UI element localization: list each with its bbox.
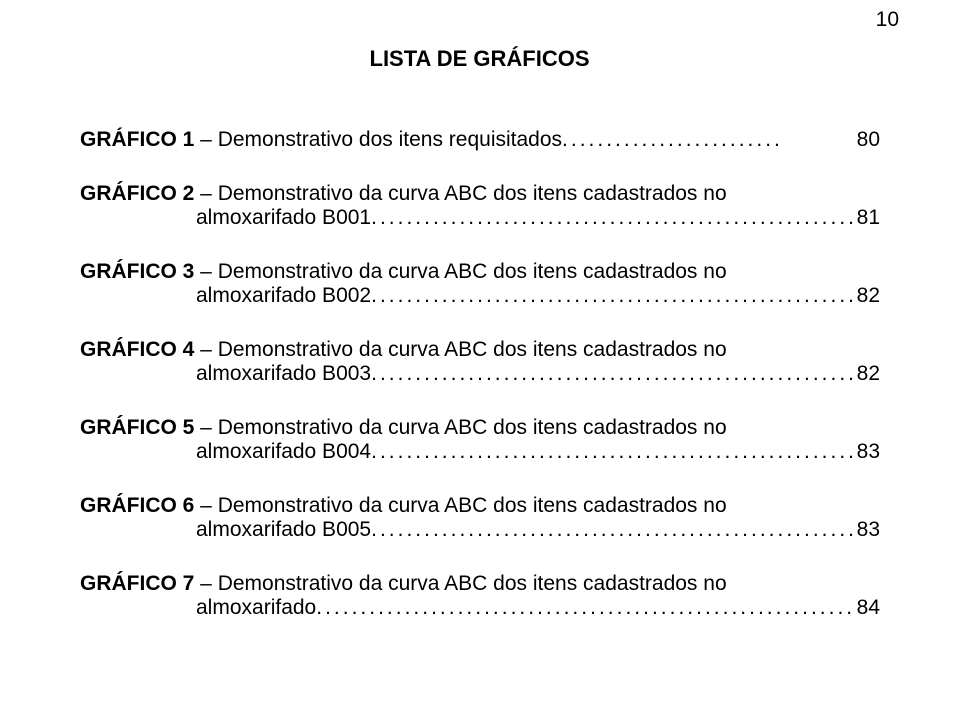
toc-leader-dots: ........................................… — [371, 206, 855, 230]
toc-entry-label: GRÁFICO 2 — [80, 182, 194, 205]
toc-entry-line2: almoxarifado B005.......................… — [80, 518, 880, 542]
toc-entry-page: 82 — [855, 284, 880, 308]
toc-entry-line1: GRÁFICO 4 – Demonstrativo da curva ABC d… — [80, 338, 880, 362]
toc-leader-dots: ......................... — [562, 128, 855, 152]
toc-entry-desc: – Demonstrativo da curva ABC dos itens c… — [194, 338, 726, 361]
toc-leader-dots: ........................................… — [371, 362, 855, 386]
toc-leader-dots: ........................................… — [371, 284, 855, 308]
toc-entry-page: 84 — [855, 596, 880, 620]
toc-entry-line2: almoxarifado............................… — [80, 596, 880, 620]
toc-entry: GRÁFICO 5 – Demonstrativo da curva ABC d… — [80, 416, 880, 464]
toc-entry: GRÁFICO 7 – Demonstrativo da curva ABC d… — [80, 572, 880, 620]
toc-entry-desc: – Demonstrativo da curva ABC dos itens c… — [194, 416, 726, 439]
toc-entry-line: GRÁFICO 1 – Demonstrativo dos itens requ… — [80, 128, 880, 152]
toc-entry-line1: GRÁFICO 3 – Demonstrativo da curva ABC d… — [80, 260, 880, 284]
toc-entry-line2: almoxarifado B002.......................… — [80, 284, 880, 308]
toc-entry-continuation: almoxarifado B002 — [80, 284, 371, 308]
toc-entry: GRÁFICO 2 – Demonstrativo da curva ABC d… — [80, 182, 880, 230]
toc-entry-line1: GRÁFICO 5 – Demonstrativo da curva ABC d… — [80, 416, 880, 440]
toc-entry-desc: – Demonstrativo da curva ABC dos itens c… — [194, 182, 726, 205]
toc-entry: GRÁFICO 4 – Demonstrativo da curva ABC d… — [80, 338, 880, 386]
toc-entry-line1: GRÁFICO 2 – Demonstrativo da curva ABC d… — [80, 182, 880, 206]
toc-entry-desc: – Demonstrativo da curva ABC dos itens c… — [194, 494, 726, 517]
toc-entry-desc: – Demonstrativo da curva ABC dos itens c… — [194, 572, 726, 595]
toc-entry-line2: almoxarifado B001.......................… — [80, 206, 880, 230]
toc-leader-dots: ........................................… — [316, 596, 854, 620]
toc-entry-desc: – Demonstrativo da curva ABC dos itens c… — [194, 260, 726, 283]
toc-leader-dots: ........................................… — [371, 440, 855, 464]
toc-entry-line2: almoxarifado B004.......................… — [80, 440, 880, 464]
toc-entry: GRÁFICO 3 – Demonstrativo da curva ABC d… — [80, 260, 880, 308]
toc-entry-label: GRÁFICO 4 — [80, 338, 194, 361]
toc-entry-continuation: almoxarifado B003 — [80, 362, 371, 386]
toc-entry: GRÁFICO 1 – Demonstrativo dos itens requ… — [80, 128, 880, 152]
toc-entry-page: 81 — [855, 206, 880, 230]
toc-entry-label: GRÁFICO 6 — [80, 494, 194, 517]
document-page: 10 LISTA DE GRÁFICOS GRÁFICO 1 – Demonst… — [0, 0, 959, 726]
list-title: LISTA DE GRÁFICOS — [0, 46, 959, 72]
toc-entry-continuation: almoxarifado B001 — [80, 206, 371, 230]
toc-entry-line1: GRÁFICO 7 – Demonstrativo da curva ABC d… — [80, 572, 880, 596]
toc-entry-page: 83 — [855, 518, 880, 542]
toc-entry-label: GRÁFICO 7 — [80, 572, 194, 595]
toc-entry-page: 82 — [855, 362, 880, 386]
toc-entry-line2: almoxarifado B003.......................… — [80, 362, 880, 386]
toc-entry-page: 83 — [855, 440, 880, 464]
toc-entry-continuation: almoxarifado B004 — [80, 440, 371, 464]
toc-entry-continuation: almoxarifado — [80, 596, 316, 620]
toc-entry-label: GRÁFICO 1 — [80, 128, 194, 151]
toc-entry-continuation: almoxarifado B005 — [80, 518, 371, 542]
toc-entry-label: GRÁFICO 5 — [80, 416, 194, 439]
toc-entry-page: 80 — [855, 128, 880, 152]
toc-entry-label: GRÁFICO 3 — [80, 260, 194, 283]
page-number: 10 — [876, 8, 899, 32]
toc-leader-dots: ........................................… — [371, 518, 855, 542]
toc-entry-desc: – Demonstrativo dos itens requisitados — [194, 128, 562, 151]
toc-entry: GRÁFICO 6 – Demonstrativo da curva ABC d… — [80, 494, 880, 542]
toc-entries: GRÁFICO 1 – Demonstrativo dos itens requ… — [80, 128, 880, 650]
toc-entry-text: GRÁFICO 1 – Demonstrativo dos itens requ… — [80, 128, 562, 152]
toc-entry-line1: GRÁFICO 6 – Demonstrativo da curva ABC d… — [80, 494, 880, 518]
